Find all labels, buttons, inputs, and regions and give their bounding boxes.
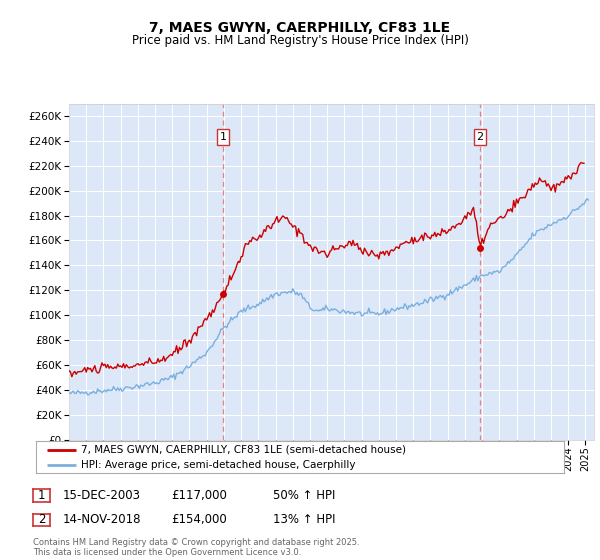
Text: 7, MAES GWYN, CAERPHILLY, CF83 1LE (semi-detached house): 7, MAES GWYN, CAERPHILLY, CF83 1LE (semi… bbox=[81, 445, 406, 455]
Text: 13% ↑ HPI: 13% ↑ HPI bbox=[273, 513, 335, 526]
Text: 2: 2 bbox=[476, 132, 484, 142]
Text: Contains HM Land Registry data © Crown copyright and database right 2025.
This d: Contains HM Land Registry data © Crown c… bbox=[33, 538, 359, 557]
Text: 14-NOV-2018: 14-NOV-2018 bbox=[63, 513, 142, 526]
Text: 1: 1 bbox=[220, 132, 227, 142]
Text: 7, MAES GWYN, CAERPHILLY, CF83 1LE: 7, MAES GWYN, CAERPHILLY, CF83 1LE bbox=[149, 21, 451, 35]
Text: £117,000: £117,000 bbox=[171, 489, 227, 502]
Text: £154,000: £154,000 bbox=[171, 513, 227, 526]
Text: Price paid vs. HM Land Registry's House Price Index (HPI): Price paid vs. HM Land Registry's House … bbox=[131, 34, 469, 46]
Text: 1: 1 bbox=[38, 489, 45, 502]
Text: HPI: Average price, semi-detached house, Caerphilly: HPI: Average price, semi-detached house,… bbox=[81, 460, 355, 470]
Text: 15-DEC-2003: 15-DEC-2003 bbox=[63, 489, 141, 502]
Text: 50% ↑ HPI: 50% ↑ HPI bbox=[273, 489, 335, 502]
Text: 2: 2 bbox=[38, 513, 45, 526]
